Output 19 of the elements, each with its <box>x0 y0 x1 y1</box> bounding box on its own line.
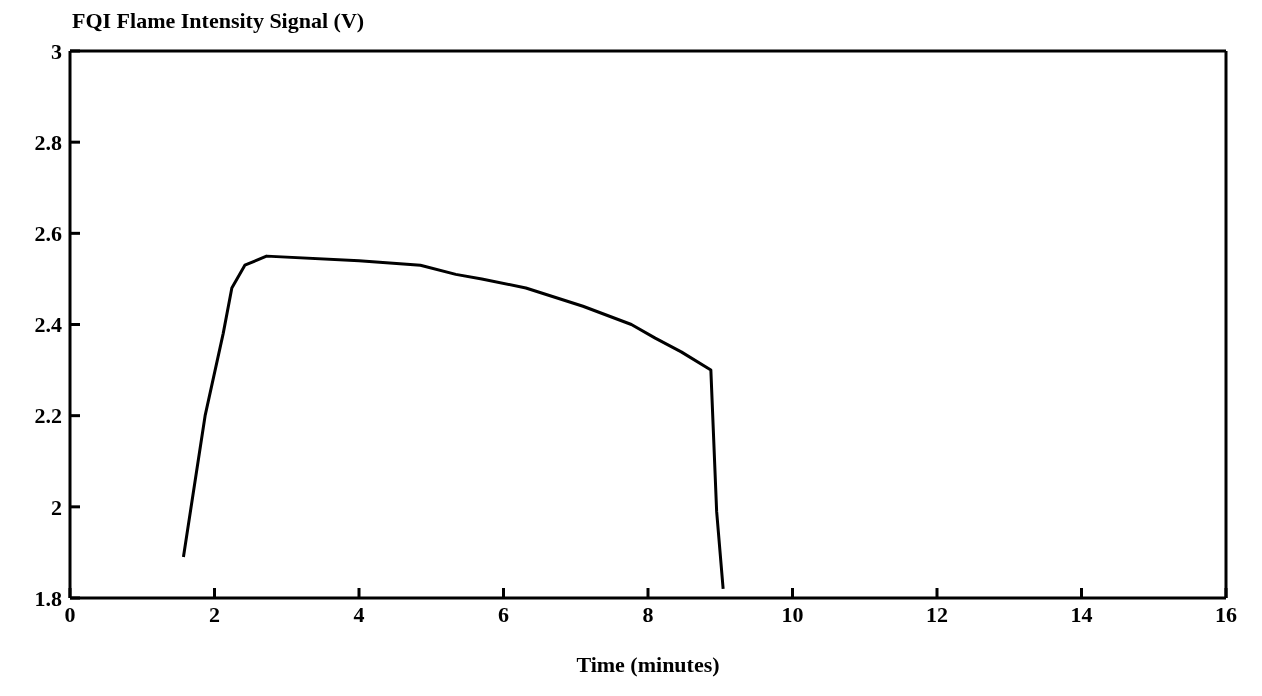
x-tick-label: 0 <box>64 601 76 627</box>
x-axis-title: Time (minutes) <box>576 652 720 677</box>
line-series <box>181 254 725 591</box>
x-tick-label: 14 <box>1070 601 1093 627</box>
y-tick-label: 1.8 <box>34 585 62 611</box>
y-tick-label: 2 <box>51 494 62 520</box>
y-tick-label: 3 <box>51 38 62 64</box>
y-tick-label: 2.2 <box>34 403 62 429</box>
x-tick-label: 10 <box>781 601 804 627</box>
x-tick-label: 8 <box>642 601 654 627</box>
x-tick-label: 16 <box>1215 601 1237 627</box>
x-tick-label: 6 <box>498 601 509 627</box>
y-tick-label: 2.6 <box>34 221 62 247</box>
x-tick-label: 12 <box>926 601 948 627</box>
x-tick-label: 2 <box>209 601 220 627</box>
x-tick-label: 4 <box>353 601 365 627</box>
chart-title: FQI Flame Intensity Signal (V) <box>72 8 365 34</box>
y-tick-label: 2.8 <box>34 129 62 155</box>
y-tick-label: 2.4 <box>34 312 62 338</box>
